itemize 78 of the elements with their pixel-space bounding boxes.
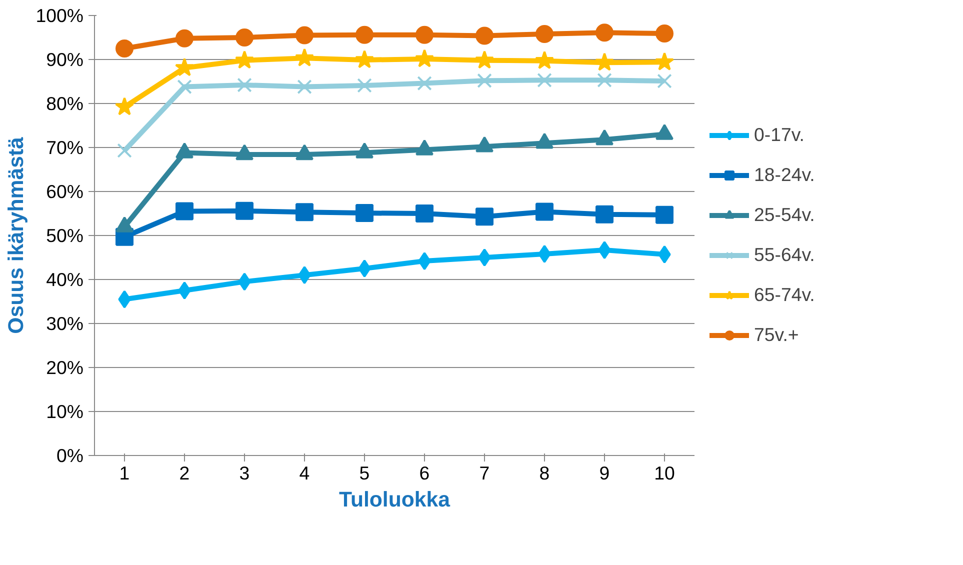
point [478, 248, 491, 266]
point [296, 203, 314, 222]
legend-label: 25-54v. [754, 204, 815, 226]
point [414, 49, 434, 68]
x-tick-label: 4 [299, 462, 310, 484]
point [657, 74, 672, 88]
legend-label: 0-17v. [754, 124, 804, 146]
y-tick-label: 10% [46, 401, 84, 422]
point [477, 73, 492, 88]
point [594, 52, 614, 71]
point [234, 50, 254, 69]
point [536, 202, 554, 221]
y-tick-label: 50% [46, 225, 84, 246]
x-axis-title: Tuloluokka [339, 488, 450, 512]
x-tick-label: 2 [179, 462, 190, 484]
point [298, 266, 311, 284]
point [296, 26, 314, 44]
y-tick-label: 40% [46, 269, 84, 290]
point [536, 24, 554, 43]
point [474, 50, 494, 69]
x-tick-label: 9 [599, 462, 610, 484]
point [237, 78, 252, 92]
y-tick-label: 80% [46, 93, 84, 114]
y-tick-label: 90% [46, 49, 84, 70]
point [114, 97, 134, 116]
y-tick-label: 30% [46, 313, 84, 334]
x-tick-label: 7 [479, 462, 490, 484]
x-tick-label: 6 [419, 462, 430, 484]
point [294, 48, 314, 66]
point [418, 252, 431, 270]
point [537, 72, 552, 88]
point [178, 282, 191, 300]
point [357, 78, 372, 93]
point [596, 24, 614, 42]
point [658, 245, 671, 264]
point [297, 79, 312, 94]
point [358, 260, 371, 278]
point [176, 29, 194, 48]
point [598, 241, 611, 260]
x-tick-label: 5 [359, 462, 370, 484]
point [116, 40, 134, 58]
point [534, 50, 554, 70]
legend-label: 55-64v. [754, 244, 815, 266]
y-axis-title: Osuus ikäryhmästä [4, 136, 28, 334]
point [117, 143, 132, 158]
point [597, 72, 612, 88]
point [354, 50, 374, 68]
legend-label: 65-74v. [754, 284, 815, 306]
point [356, 26, 374, 44]
point [118, 290, 131, 308]
x-tick-label: 1 [119, 462, 130, 484]
x-tick-label: 3 [239, 462, 250, 484]
point [174, 58, 194, 76]
point [416, 26, 434, 44]
point [176, 202, 194, 220]
y-tick-label: 0% [56, 445, 84, 466]
point [476, 26, 494, 45]
legend-label: 18-24v. [754, 164, 815, 186]
x-tick-label: 8 [539, 462, 550, 484]
point [416, 204, 434, 222]
point [654, 52, 674, 70]
y-tick-label: 100% [36, 5, 84, 26]
point [356, 204, 374, 222]
point [476, 208, 494, 226]
point [538, 244, 551, 263]
y-tick-label: 20% [46, 357, 84, 378]
point [417, 76, 432, 91]
point [177, 79, 192, 94]
legend-label: 75v.+ [754, 324, 799, 346]
y-tick-label: 70% [46, 137, 84, 158]
point [236, 202, 254, 220]
point [236, 28, 254, 46]
point [596, 205, 614, 224]
point [656, 24, 674, 43]
y-tick-label: 60% [46, 181, 84, 202]
x-tick-label: 10 [654, 462, 675, 484]
point [656, 206, 674, 224]
point [238, 272, 251, 291]
